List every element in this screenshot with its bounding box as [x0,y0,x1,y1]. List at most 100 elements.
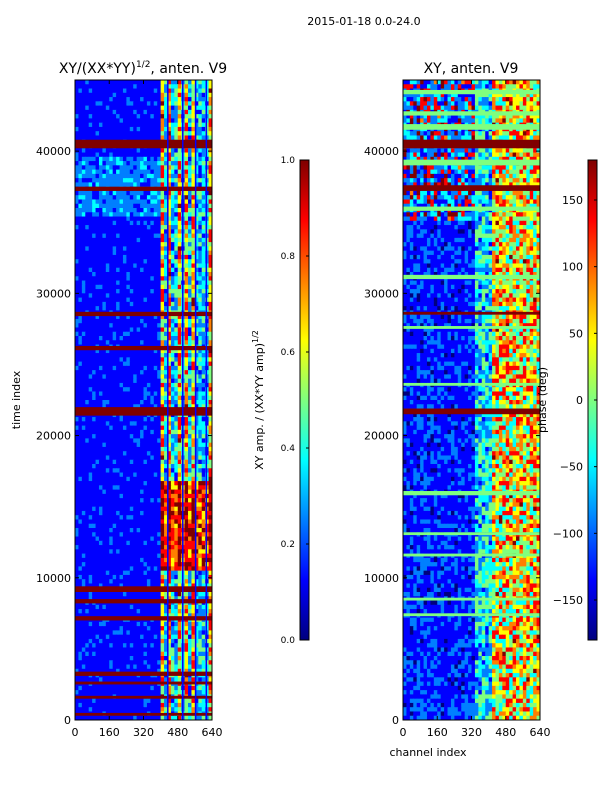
heatmap-cell [201,391,206,397]
heatmap-cell [174,195,179,201]
heatmap-cell [133,190,138,196]
heatmap-cell [143,280,148,286]
heatmap-cell [126,105,131,111]
heatmap-cell [105,225,110,230]
heatmap-cell [136,199,141,205]
heatmap-cell [170,80,175,85]
heatmap-cell [102,327,107,333]
heatmap-cell [88,301,93,307]
heatmap-cell [75,225,80,230]
heatmap-cell [146,101,151,107]
heatmap-cell [105,468,110,474]
heatmap-cell [157,229,162,235]
heatmap-cell [119,152,124,158]
heatmap-cell [205,464,210,469]
heatmap-cell [205,489,210,495]
heatmap-cell [157,353,162,358]
heatmap-cell [164,246,169,252]
heatmap-cell [160,126,165,132]
heatmap-cell [126,331,131,337]
heatmap-cell [205,323,210,329]
heatmap-cell [119,220,124,226]
heatmap-cell [153,523,158,529]
heatmap-cell [109,468,114,474]
heatmap-cell [105,446,110,452]
heatmap-cell [188,242,193,247]
heatmap-cell [140,549,145,555]
heatmap-cell [188,263,193,269]
heatmap-cell [146,481,151,486]
heatmap-cell [198,229,203,235]
heatmap-cell [133,579,138,585]
heatmap-cell [95,361,100,367]
heatmap-cell [122,97,127,102]
heatmap-cell [81,92,86,98]
heatmap-cell [157,438,162,444]
heatmap-cell [150,208,155,213]
heatmap-cell [133,510,138,516]
heatmap-cell [198,382,203,388]
heatmap-cell [102,88,107,94]
heatmap-cell [122,365,127,371]
heatmap-cell [150,169,155,175]
heatmap-cell [81,88,86,94]
heatmap-cell [116,378,121,384]
heatmap-cell [75,540,80,546]
heatmap-cell [184,259,189,265]
heatmap-cell [208,592,212,597]
heatmap-cell [102,596,107,602]
heatmap-cell [88,438,93,444]
heatmap-cell [119,280,124,286]
heatmap-cell [143,562,148,567]
heatmap-cell [88,148,93,154]
heatmap-cell [133,387,138,393]
heatmap-cell [140,425,145,431]
heatmap-cell [126,348,131,354]
heatmap-cell [146,510,151,516]
heatmap-cell [153,446,158,452]
heatmap-cell [167,203,172,209]
heatmap-cell [133,336,138,341]
heatmap-cell [201,289,206,294]
heatmap-cell [88,549,93,555]
heatmap-cell [109,259,114,265]
heatmap-cell [81,178,86,183]
heatmap-cell [198,506,203,512]
heatmap-cell [98,348,103,354]
heatmap-cell [98,284,103,290]
heatmap-cell [126,276,131,282]
heatmap-cell [105,451,110,457]
heatmap-cell [170,523,175,529]
heatmap-cell [88,553,93,559]
heatmap-cell [105,404,110,410]
heatmap-cell [116,459,121,465]
heatmap-cell [129,327,134,333]
heatmap-cell [208,353,212,358]
heatmap-cell [85,523,90,529]
heatmap-cell [98,357,103,363]
heatmap-cell [188,421,193,427]
heatmap-cell [191,246,196,252]
heatmap-cell [160,161,165,166]
heatmap-cell [81,331,86,337]
heatmap-cell [88,425,93,431]
heatmap-cell [140,361,145,367]
heatmap-cell [75,498,80,503]
heatmap-cell [208,421,212,427]
heatmap-cell [160,122,165,128]
heatmap-cell [88,263,93,269]
heatmap-cell [129,604,134,610]
heatmap-cell [164,148,169,154]
heatmap-cell [75,293,80,299]
heatmap-cell [184,545,189,550]
heatmap-cell [201,182,206,188]
heatmap-cell [201,519,206,525]
heatmap-cell [81,523,86,529]
heatmap-cell [184,105,189,111]
heatmap-cell [126,583,131,589]
heatmap-cell [177,498,182,503]
heatmap-cell [157,523,162,529]
heatmap-cell [177,557,182,563]
heatmap-cell [140,301,145,307]
heatmap-cell [92,400,97,405]
